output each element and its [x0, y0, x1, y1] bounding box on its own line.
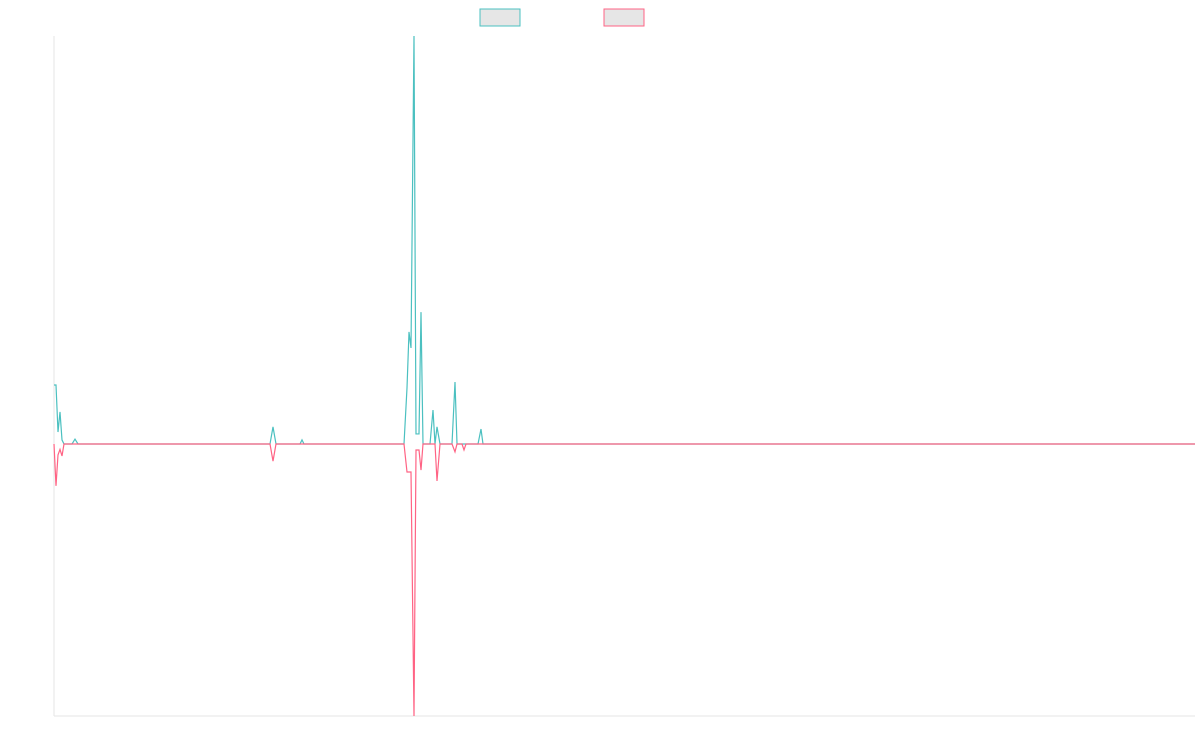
legend-swatch [603, 8, 645, 27]
legend-swatch [479, 8, 521, 27]
line-series [53, 443, 1195, 717]
line-series [54, 35, 1195, 445]
